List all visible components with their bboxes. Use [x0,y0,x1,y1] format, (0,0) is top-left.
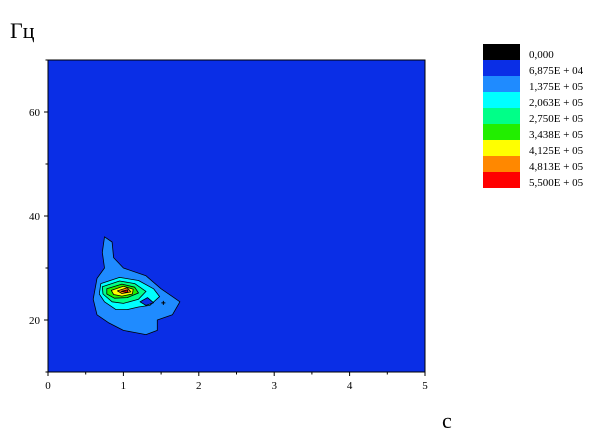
y-axis-label: Гц [10,18,35,43]
x-tick-label: 0 [45,380,51,392]
legend-label-5: 3,438E + 05 [529,129,584,141]
legend-label-0: 0,000 [529,49,554,61]
legend-swatch-7 [483,156,520,172]
legend: 0,000 6,875E + 04 1,375E + 05 2,063E + 05 2,… [483,44,584,189]
legend-label-3: 2,063E + 05 [529,97,584,109]
legend-label-1: 6,875E + 04 [529,65,584,77]
legend-swatch-5 [483,124,520,140]
contour-marker-0 [161,300,166,305]
legend-label-4: 2,750E + 05 [529,113,584,125]
legend-swatch-3 [483,92,520,108]
x-tick-label: 5 [422,380,428,392]
x-tick-label: 3 [271,380,277,392]
legend-label-2: 1,375E + 05 [529,81,584,93]
y-tick-label: 40 [29,211,41,223]
contour-region-7 [139,297,155,306]
x-tick-label: 1 [121,380,127,392]
y-tick-label: 60 [29,107,41,119]
legend-swatch-2 [483,76,520,92]
legend-swatch-6 [483,140,520,156]
y-tick-label: 20 [29,315,41,327]
legend-swatch-4 [483,108,520,124]
axes: 0 1 2 3 4 5 20 40 60 [29,59,428,392]
contour-background [48,60,425,372]
x-tick-label: 4 [347,380,353,392]
plot-area [48,60,425,372]
contour-region-6 [120,289,129,293]
legend-swatch-0 [483,44,520,60]
legend-label-8: 5,500E + 05 [529,177,584,189]
legend-label-7: 4,813E + 05 [529,161,584,173]
legend-swatch-1 [483,60,520,76]
legend-label-6: 4,125E + 05 [529,145,584,157]
legend-swatch-8 [483,172,520,188]
x-axis-label: с [442,408,452,430]
x-tick-label: 2 [196,380,202,392]
